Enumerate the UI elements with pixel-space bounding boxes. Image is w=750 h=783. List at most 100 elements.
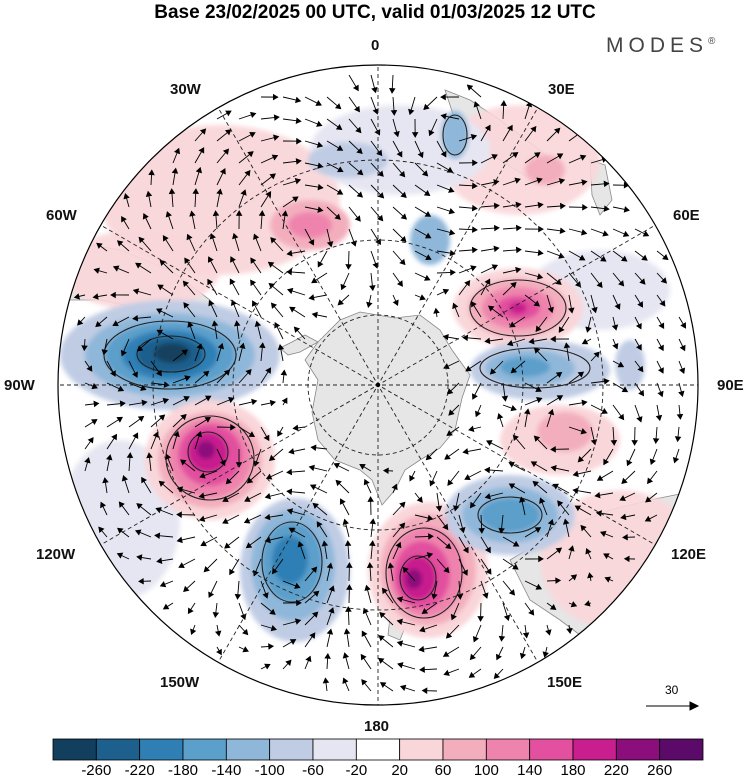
wind-vector-head (286, 287, 294, 295)
wind-vector-head (317, 260, 324, 268)
wind-vector-head (555, 547, 563, 554)
wind-vector-head (98, 526, 105, 533)
wind-vector-head (106, 454, 113, 461)
wind-vector-head (317, 206, 324, 213)
wind-vector-head (396, 150, 403, 158)
wind-vector-head (312, 590, 320, 597)
wind-vector-head (286, 268, 293, 276)
wind-vector-head (445, 632, 453, 639)
wind-vector-head (158, 414, 166, 421)
wind-vector-head (498, 635, 506, 642)
wind-vector-head (366, 562, 374, 569)
wind-vector-head (292, 424, 299, 432)
wind-vector-head (198, 147, 205, 154)
wind-vector-head (419, 666, 425, 673)
wind-vector-head (243, 517, 251, 524)
wind-vector-head (421, 170, 429, 177)
wind-vector-head (471, 182, 478, 190)
wind-vector-head (180, 413, 187, 421)
wind-vector-head (570, 574, 578, 581)
wind-vector-head (542, 651, 549, 658)
wind-vector-head (361, 679, 368, 686)
wind-vector-head (550, 335, 556, 343)
wind-vector-head (470, 300, 477, 308)
wind-vector-head (396, 280, 403, 287)
lon-label-0: 0 (371, 37, 380, 54)
wind-vector-head (263, 434, 270, 442)
wind-vector-head (95, 320, 102, 328)
wind-vector-head (620, 513, 627, 521)
wind-vector-head (581, 338, 589, 345)
colorbar-tick-label: -20 (345, 762, 368, 779)
wind-vector-head (471, 204, 478, 212)
wind-vector-head (102, 477, 109, 484)
wind-vector-head (584, 600, 591, 607)
wind-vector-head (203, 566, 210, 573)
lon-label-180: 180 (364, 718, 390, 735)
wind-vector-head (295, 158, 302, 165)
colorbar-tick-label: -220 (124, 762, 155, 779)
wind-vector-head (472, 159, 478, 167)
wind-vector-head (140, 384, 147, 391)
wind-vector-head (311, 611, 319, 618)
wind-vector-head (136, 345, 144, 352)
wind-vector-head (252, 569, 259, 577)
colorbar-tick-label: 180 (560, 762, 586, 779)
colorbar-swatch (399, 738, 444, 761)
wind-vector-head (234, 593, 242, 600)
wind-vector-head (265, 473, 273, 480)
wind-vector-head (396, 640, 404, 647)
wind-vector-head (446, 388, 454, 395)
wind-vector-head (617, 361, 625, 368)
wind-vector-head (159, 581, 167, 588)
wind-vector-head (515, 266, 522, 274)
wind-vector-head (359, 464, 366, 470)
colorbar-swatch (95, 738, 141, 761)
wind-vector-head (132, 371, 138, 378)
wind-vector-head (118, 501, 125, 508)
wind-vector-head (268, 282, 275, 290)
wind-vector-head (452, 302, 459, 310)
wind-vector-head (533, 347, 541, 354)
wind-vector-head (660, 277, 667, 284)
wind-vector-head (676, 413, 684, 420)
wind-vector-head (162, 397, 169, 405)
wind-vector-head (250, 279, 257, 287)
wind-vector-head (493, 179, 500, 186)
wind-vector-head (146, 452, 153, 459)
wind-vector-head (618, 280, 625, 287)
wind-vector-head (378, 635, 385, 642)
wind-vector-head (233, 320, 241, 327)
wind-vector-head (286, 468, 293, 476)
wind-vector-head (309, 632, 316, 639)
wind-vector-head (345, 264, 352, 270)
lon-label-120w: 120W (36, 546, 76, 563)
wind-vector-head (547, 408, 555, 416)
wind-vector-head (423, 103, 430, 111)
wind-vector-head (254, 320, 262, 327)
wind-vector-head (396, 596, 404, 603)
wind-vector-head (196, 343, 203, 350)
wind-vector-head (246, 477, 254, 484)
wind-vector-head (316, 141, 324, 148)
wind-vector-head (449, 249, 456, 257)
wind-vector-head (190, 628, 197, 636)
wind-vector-head (498, 527, 505, 534)
wind-vector-head (418, 645, 425, 653)
wind-vector-head (123, 192, 130, 200)
wind-vector-head (400, 213, 408, 220)
wind-vector-head (204, 416, 212, 423)
wind-vector-head (530, 125, 537, 133)
wind-vector-head (132, 288, 140, 295)
wind-vector-head (264, 513, 271, 521)
wind-vector-head (342, 518, 349, 525)
wind-vector-head (472, 226, 478, 233)
colorbar-swatch (572, 738, 617, 761)
wind-vector-head (419, 626, 426, 633)
wind-vector-head (501, 395, 509, 402)
wind-vector-head (641, 254, 648, 261)
wind-vector-head (400, 191, 407, 198)
wind-vectors (73, 74, 687, 694)
wind-vector-head (272, 93, 279, 101)
wind-vector-head (535, 325, 542, 333)
